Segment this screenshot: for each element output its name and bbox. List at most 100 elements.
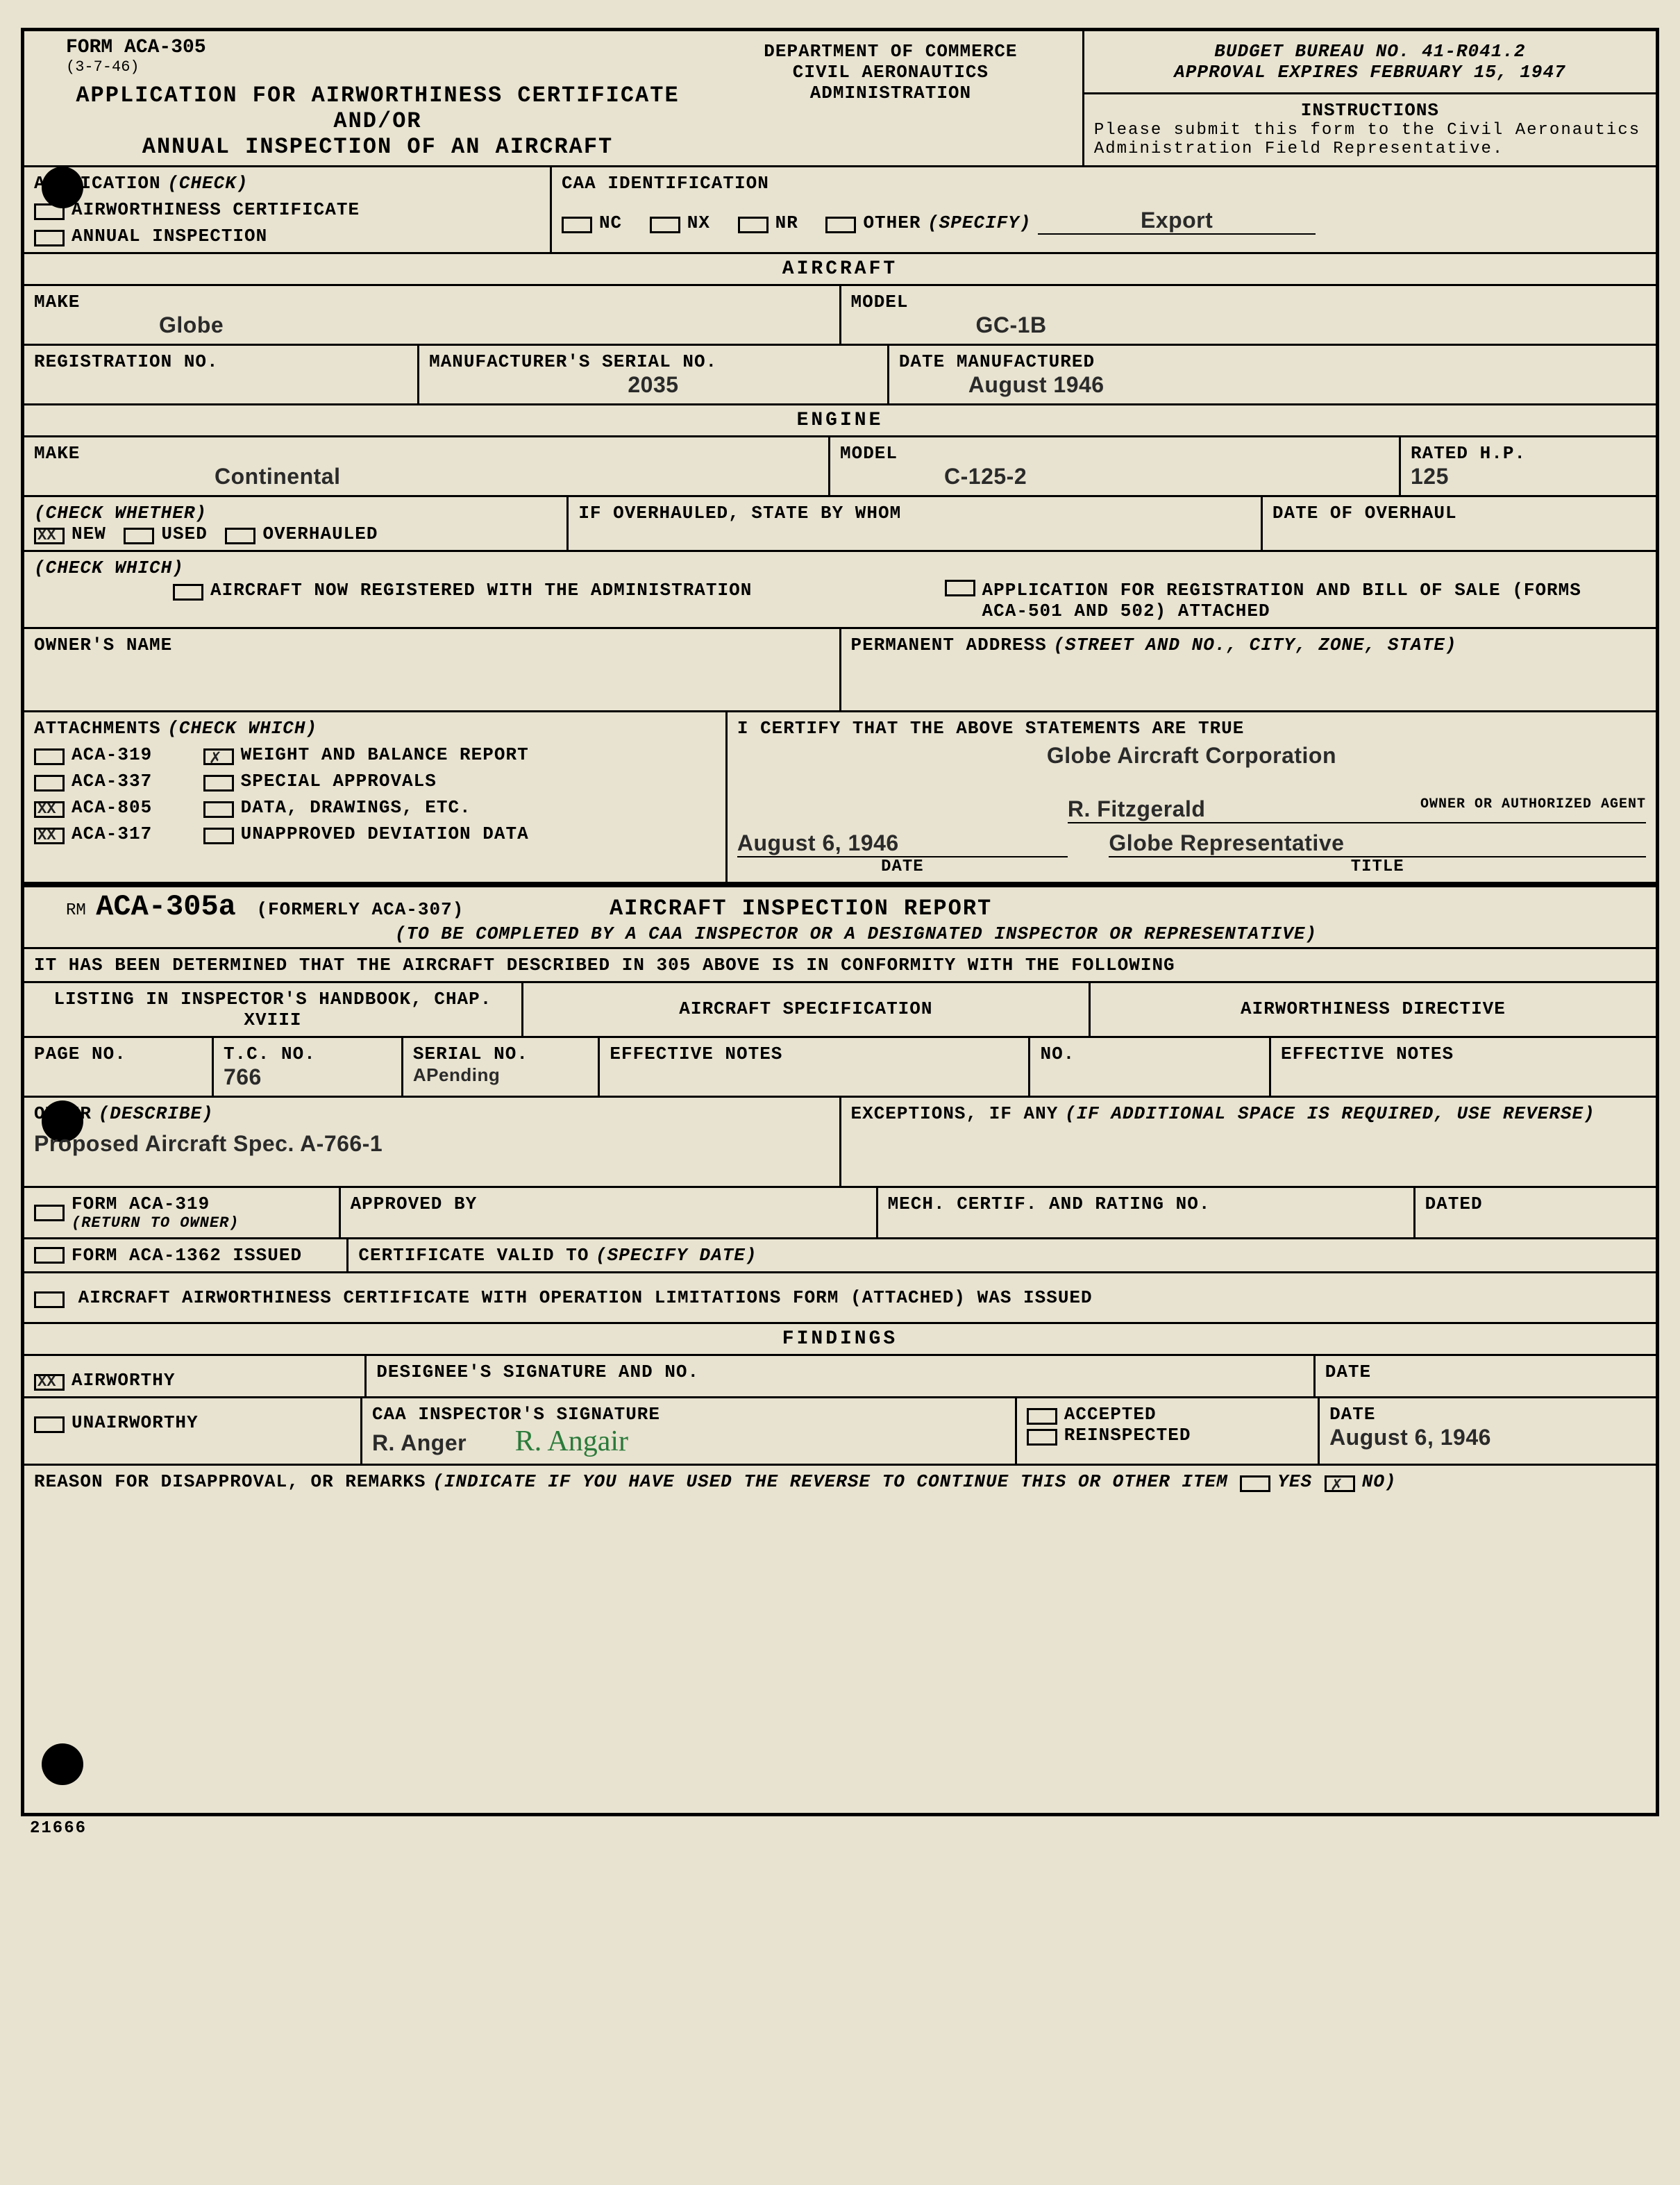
tc-no-label: T.C. NO. <box>224 1044 392 1064</box>
check-whether-label: (Check whether) <box>34 503 557 524</box>
engine-model-value: C-125-2 <box>840 464 1389 489</box>
checkbox-yes[interactable] <box>1240 1475 1270 1492</box>
checkbox-nc[interactable] <box>562 217 592 233</box>
owner-addr-hint: (Street and No., City, Zone, State) <box>1053 635 1456 655</box>
checkbox-aw-cert[interactable] <box>34 1291 65 1308</box>
checkbox-other[interactable] <box>825 217 856 233</box>
cert-date-label: DATE <box>737 857 1068 876</box>
checkbox-deviation[interactable] <box>203 828 234 844</box>
unairworthy-label: UNAIRWORTHY <box>72 1412 199 1433</box>
form-title-1: APPLICATION FOR AIRWORTHINESS CERTIFICAT… <box>66 83 689 134</box>
checkbox-nx[interactable] <box>650 217 680 233</box>
checkbox-registered[interactable] <box>173 584 203 601</box>
checkbox-accepted[interactable] <box>1027 1408 1057 1425</box>
describe-label: (Describe) <box>99 1103 214 1124</box>
designee-sig-label: DESIGNEE'S SIGNATURE AND NO. <box>376 1362 1303 1382</box>
date-label-1: DATE <box>1325 1362 1646 1382</box>
opt-airworthiness: AIRWORTHINESS CERTIFICATE <box>72 199 360 220</box>
checkbox-weight-balance[interactable] <box>203 748 234 765</box>
company-value: Globe Aircraft Corporation <box>737 743 1646 769</box>
checkbox-aca805[interactable] <box>34 801 65 818</box>
cert-title-label: TITLE <box>1109 857 1646 876</box>
engine-row: MAKE Continental MODEL C-125-2 RATED H.P… <box>24 437 1656 497</box>
aw-cert-label: AIRCRAFT AIRWORTHINESS CERTIFICATE WITH … <box>78 1287 1093 1308</box>
conformity-row: IT HAS BEEN DETERMINED THAT THE AIRCRAFT… <box>24 949 1656 983</box>
registration-check-row: (Check which) AIRCRAFT NOW REGISTERED WI… <box>24 552 1656 629</box>
label-specify: (Specify) <box>927 212 1031 233</box>
checkbox-application[interactable] <box>945 580 975 596</box>
engine-section-hdr: ENGINE <box>24 405 1656 437</box>
checkbox-aca317[interactable] <box>34 828 65 844</box>
checkbox-reinspected[interactable] <box>1027 1429 1057 1446</box>
budget-no: BUDGET BUREAU NO. 41-R041.2 <box>1094 41 1646 62</box>
serial-no-value: APending <box>413 1064 588 1086</box>
spec-label: AIRCRAFT SPECIFICATION <box>521 983 1089 1036</box>
checkbox-nr[interactable] <box>738 217 768 233</box>
checkbox-overhauled[interactable] <box>225 528 255 544</box>
label-aca337: ACA-337 <box>72 771 196 792</box>
airworthy-label: AIRWORTHY <box>72 1370 175 1391</box>
reason-label: REASON FOR DISAPPROVAL, OR REMARKS <box>34 1471 426 1492</box>
checkbox-used[interactable] <box>124 528 154 544</box>
inspection-sub: (To be completed by a CAA inspector or a… <box>66 923 1646 944</box>
directive-label: AIRWORTHINESS DIRECTIVE <box>1089 983 1656 1036</box>
checkbox-annual[interactable] <box>34 230 65 246</box>
form-319-row: FORM ACA-319 (Return to owner) APPROVED … <box>24 1188 1656 1239</box>
form-date: (3-7-46) <box>66 58 689 76</box>
label-special: SPECIAL APPROVALS <box>241 771 437 792</box>
checkbox-airworthy[interactable] <box>34 1374 65 1391</box>
label-weight-balance: WEIGHT AND BALANCE REPORT <box>241 744 529 765</box>
inspection-header-row: RM ACA-305a (FORMERLY ACA-307) AIRCRAFT … <box>24 884 1656 949</box>
owner-addr-label: PERMANENT ADDRESS <box>851 635 1047 655</box>
label-aca805: ACA-805 <box>72 797 196 818</box>
reg-no-label: REGISTRATION NO. <box>34 351 408 372</box>
label-registered: AIRCRAFT NOW REGISTERED WITH THE ADMINIS… <box>210 580 752 601</box>
approved-by-label: APPROVED BY <box>351 1194 866 1214</box>
date-mfg-value: August 1946 <box>899 372 1646 398</box>
listing-hdr-row: LISTING IN INSPECTOR'S HANDBOOK, CHAP. X… <box>24 983 1656 1038</box>
signer-value: R. Fitzgerald <box>1068 796 1206 821</box>
listing-label: LISTING IN INSPECTOR'S HANDBOOK, CHAP. X… <box>24 983 521 1036</box>
page-no-label: PAGE NO. <box>34 1044 202 1064</box>
engine-make-label: MAKE <box>34 443 818 464</box>
no-label: NO. <box>1040 1044 1259 1064</box>
checkbox-form319[interactable] <box>34 1205 65 1221</box>
application-check: (Check) <box>167 173 248 194</box>
dated-label: DATED <box>1425 1194 1646 1214</box>
instructions-text: Please submit this form to the Civil Aer… <box>1094 121 1646 158</box>
cert-date-value: August 6, 1946 <box>737 830 899 855</box>
checkbox-unairworthy[interactable] <box>34 1416 65 1433</box>
reinspected-label: REINSPECTED <box>1064 1425 1191 1446</box>
checkbox-airworthiness[interactable] <box>34 203 65 220</box>
aircraft-section-hdr: AIRCRAFT <box>24 254 1656 286</box>
form-319-sub: (Return to owner) <box>72 1214 239 1232</box>
accepted-label: ACCEPTED <box>1064 1404 1157 1425</box>
label-deviation: UNAPPROVED DEVIATION DATA <box>241 823 529 844</box>
attachments-label: ATTACHMENTS <box>34 718 161 739</box>
other-value: Export <box>1141 208 1213 233</box>
header-row: FORM ACA-305 (3-7-46) APPLICATION FOR AI… <box>24 31 1656 167</box>
checkbox-aca319[interactable] <box>34 748 65 765</box>
caa-id-label: CAA IDENTIFICATION <box>562 173 1646 194</box>
overhaul-by-label: IF OVERHAULED, STATE BY WHOM <box>578 503 1251 524</box>
model-label: MODEL <box>851 292 1647 312</box>
exceptions-hint: (If additional space is required, use re… <box>1065 1103 1595 1124</box>
findings-hdr: FINDINGS <box>24 1324 1656 1356</box>
checkbox-no[interactable] <box>1325 1475 1355 1492</box>
spec-date-label: (Specify date) <box>596 1245 757 1266</box>
checkbox-special[interactable] <box>203 775 234 792</box>
findings-row-1: AIRWORTHY DESIGNEE'S SIGNATURE AND NO. D… <box>24 1356 1656 1398</box>
caa-sig-label: CAA INSPECTOR'S SIGNATURE <box>372 1404 1005 1425</box>
checkbox-data[interactable] <box>203 801 234 818</box>
admin-label: CIVIL AERONAUTICS ADMINISTRATION <box>709 62 1073 103</box>
application-label: APPLICATION <box>34 173 161 194</box>
checkbox-form1362[interactable] <box>34 1247 65 1264</box>
label-other: OTHER <box>863 212 921 233</box>
serial-value: 2035 <box>429 372 877 398</box>
tc-no-value: 766 <box>224 1064 392 1090</box>
checkbox-aca337[interactable] <box>34 775 65 792</box>
checkbox-new[interactable] <box>34 528 65 544</box>
serial-label: MANUFACTURER'S SERIAL NO. <box>429 351 877 372</box>
approval-expires: APPROVAL EXPIRES FEBRUARY 15, 1947 <box>1094 62 1646 83</box>
footer-number: 21666 <box>30 1819 87 1838</box>
